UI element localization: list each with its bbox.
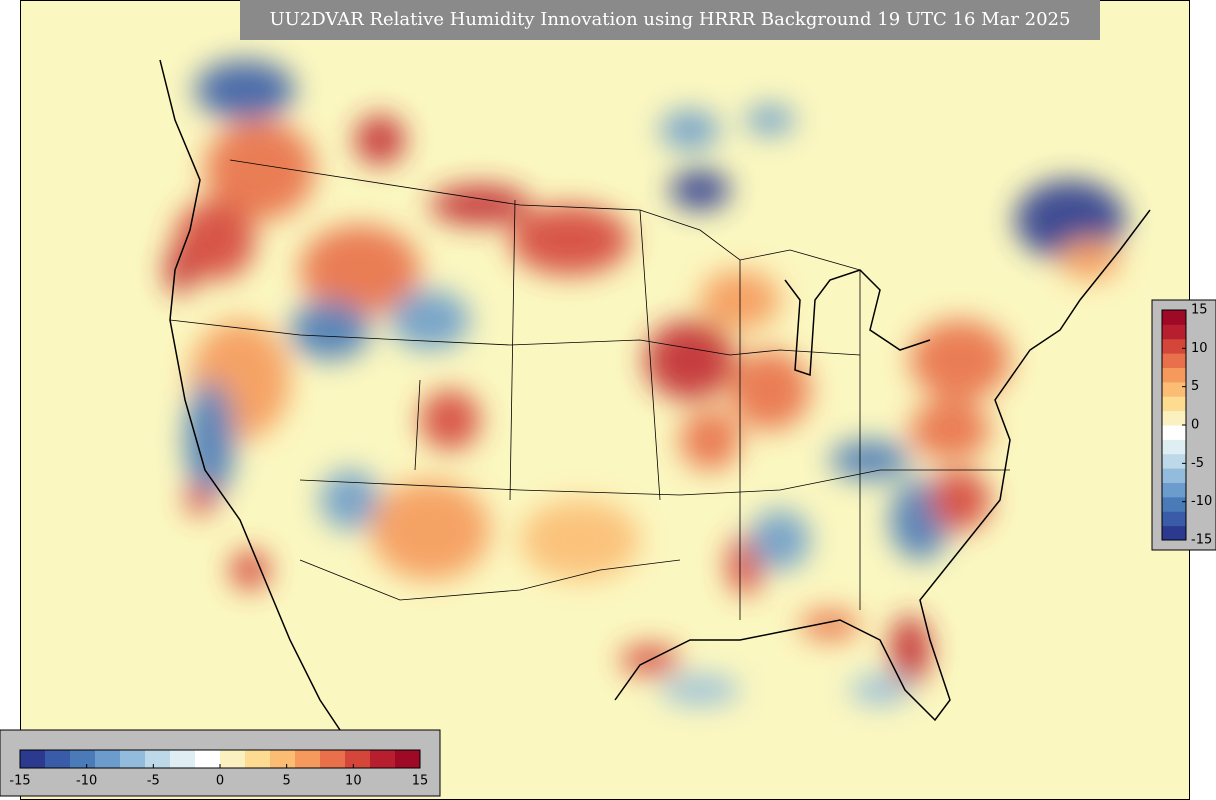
colorbar-tick-label: -5 [147,774,160,789]
colorbar-segment [95,750,121,768]
colorbar-tick-label: 10 [1191,341,1208,356]
colorbar-segment [170,750,196,768]
colorbar-segment [1162,482,1186,498]
colorbar-segment [1162,396,1186,412]
colorbar-segment [20,750,46,768]
colorbar-segment [295,750,321,768]
colorbar-segment [1162,310,1186,325]
colorbar-segment [370,750,396,768]
colorbar-segment [70,750,96,768]
title-box [240,0,1100,40]
colorbar-segment [395,750,421,768]
colorbar-segment [1162,525,1186,541]
colorbar-segment [245,750,271,768]
colorbar-segment [1162,353,1186,368]
colorbar-segment [1162,468,1186,483]
colorbar-tick-label: -5 [1191,456,1204,471]
coastlines [159,59,1151,761]
title: UU2DVAR Relative Humidity Innovation usi… [270,9,1071,30]
colorbar-tick-label: 15 [412,774,429,789]
colorbar-tick-label: -10 [76,774,97,789]
colorbar-tick-label: 0 [216,774,224,789]
colorbar-tick-label: 15 [1191,303,1208,318]
colorbar-tick-label: 0 [1191,418,1199,433]
colorbar-segment [1162,511,1186,527]
colorbar-tick-label: -15 [1191,533,1212,548]
colorbar-tick-label: -15 [9,774,30,789]
borders [169,159,1010,620]
humidity-field [165,60,1125,705]
colorbar-tick-label: -10 [1191,494,1212,509]
colorbar-segment [1162,453,1186,469]
colorbars: -15 -10 -5 0 5 10 15 -15 -10 -5 0 5 10 15 [9,303,1212,789]
colorbar-segment [120,750,146,768]
colorbar-segment [145,750,171,768]
colorbar-segment [1162,410,1186,426]
colorbar-segment [1162,367,1186,383]
colorbar-segment [345,750,371,768]
colorbar-tick-label: 5 [1191,379,1199,394]
colorbar-segment [1162,496,1186,512]
colorbar-tick-label: 10 [345,774,362,789]
colorbar-segment [1162,439,1186,455]
colorbar-segment [1162,324,1186,340]
colorbar-segment [220,750,246,768]
colorbar-segment [270,750,296,768]
colorbar-tick-label: 5 [283,774,291,789]
colorbar-segment [1162,338,1186,354]
colorbar-segment [320,750,346,768]
colorbar-segment [1162,425,1186,440]
colorbar-segment [195,750,221,768]
map [20,0,1190,800]
colorbar-segment [45,750,71,768]
colorbar-segment [1162,381,1186,397]
